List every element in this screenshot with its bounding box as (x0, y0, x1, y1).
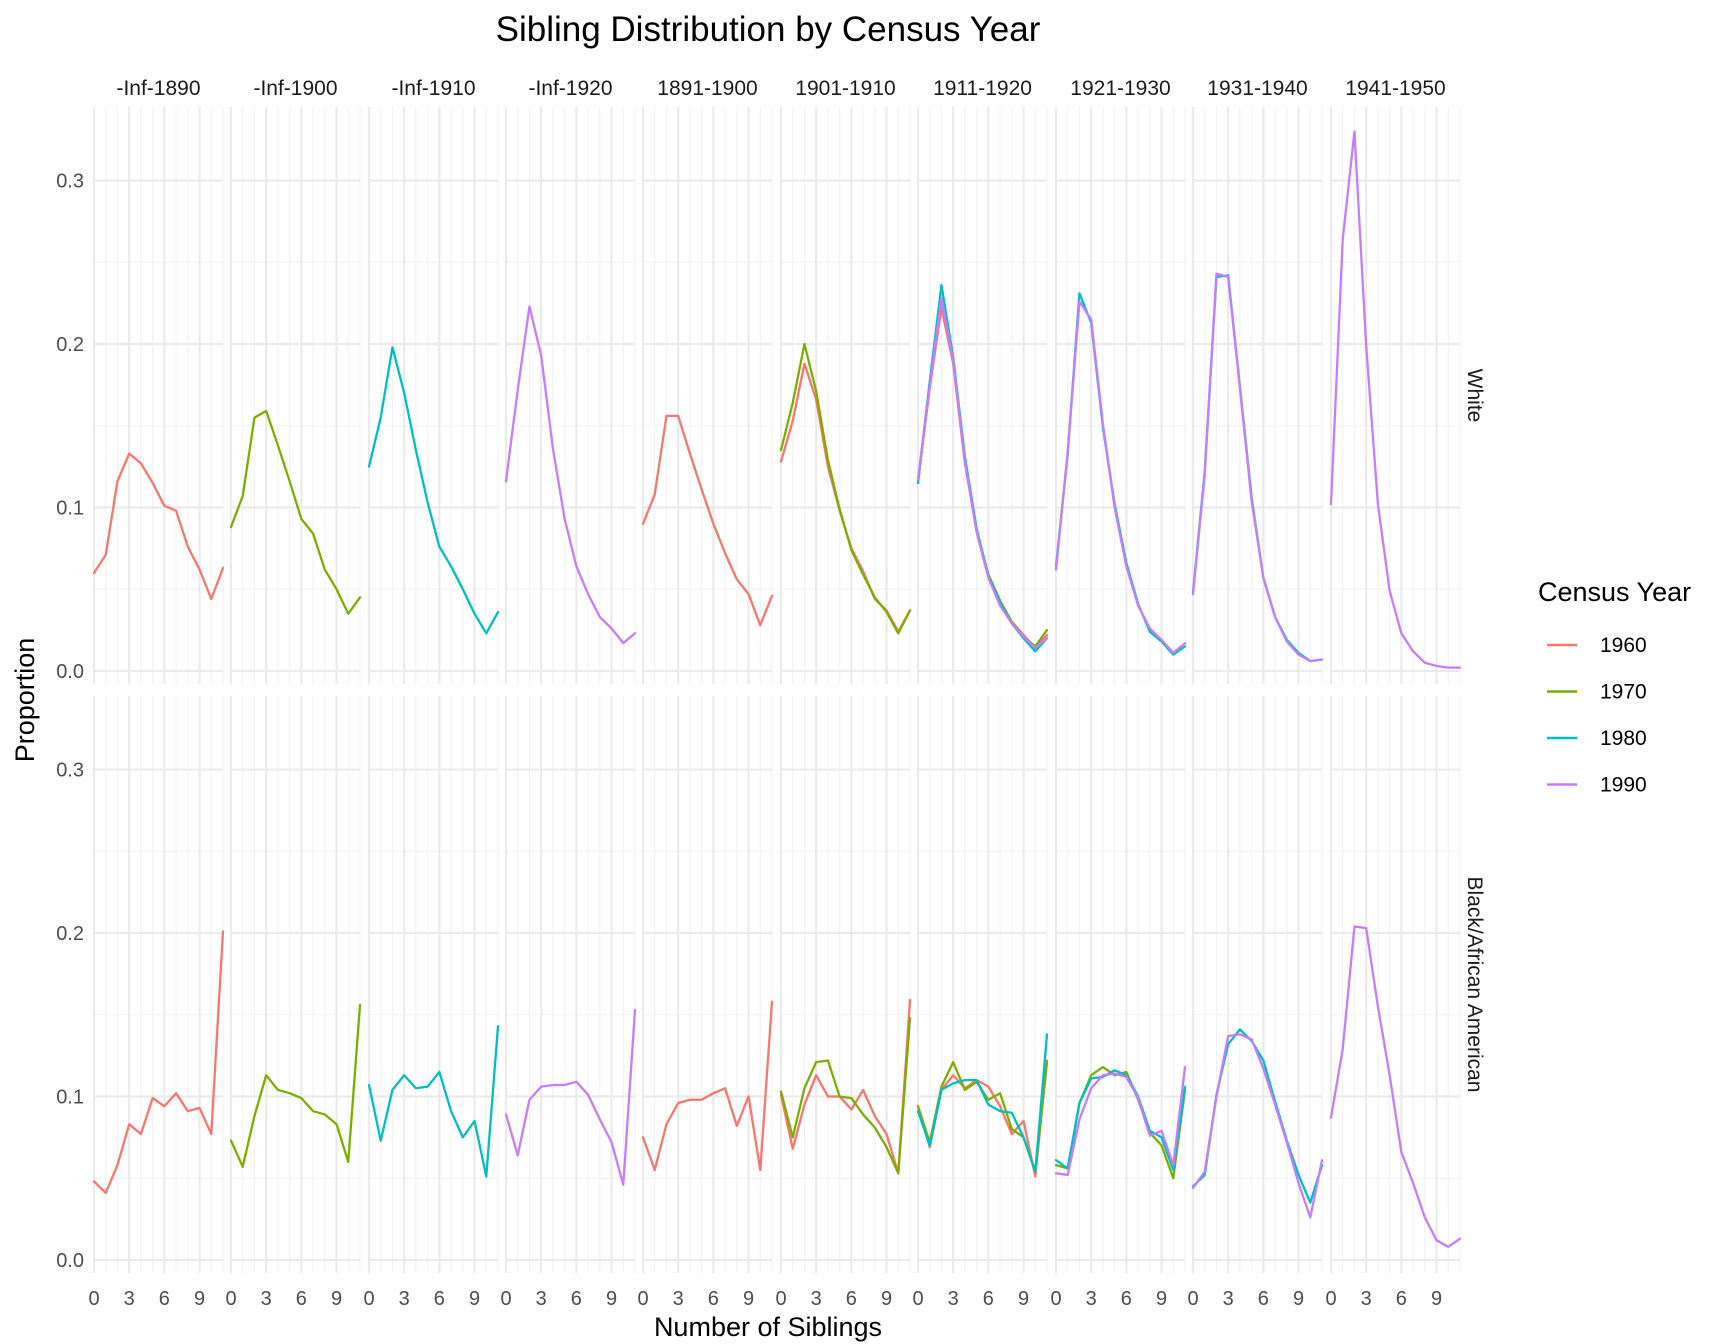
series-line-1970 (229, 1003, 362, 1168)
x-tick-label: 0 (775, 1288, 786, 1310)
series-line-1960 (779, 998, 912, 1175)
series-line-1990 (1329, 925, 1462, 1248)
legend: Census Year 1960 1970 1980 1990 (1538, 577, 1691, 797)
series-line-1990 (1329, 130, 1462, 669)
series-line-1970 (779, 1016, 912, 1175)
series-line-1990 (1191, 1033, 1324, 1219)
facet-column-label: 1921-1930 (1070, 77, 1170, 100)
x-tick-label: 9 (469, 1288, 480, 1310)
x-tick-label: 9 (331, 1288, 342, 1310)
y-tick-label: 0.0 (56, 661, 84, 683)
y-tick-label: 0.0 (56, 1250, 84, 1272)
x-tick-label: 6 (159, 1288, 170, 1310)
y-tick-label: 0.3 (56, 760, 84, 782)
x-tick-label: 3 (399, 1288, 410, 1310)
x-tick-label: 3 (124, 1288, 135, 1310)
x-tick-label: 6 (296, 1288, 307, 1310)
series-line-1990 (504, 1008, 637, 1186)
legend-label: 1990 (1600, 774, 1647, 797)
x-tick-label: 6 (983, 1288, 994, 1310)
x-tick-label: 0 (1050, 1288, 1061, 1310)
facet-column-label: 1911-1920 (933, 77, 1032, 100)
chart-title: Sibling Distribution by Census Year (496, 10, 1041, 49)
y-axis-title: Proportion (10, 638, 40, 763)
x-tick-label: 0 (500, 1288, 511, 1310)
x-tick-label: 9 (743, 1288, 754, 1310)
x-tick-label: 0 (912, 1288, 923, 1310)
facet-column-label: -Inf-1910 (391, 77, 475, 100)
facet-column-label: 1901-1910 (795, 77, 895, 100)
series-line-1990 (1054, 300, 1187, 655)
y-tick-label: 0.2 (56, 334, 84, 356)
x-tick-label: 9 (1018, 1288, 1029, 1310)
facet-row-label: White (1463, 369, 1486, 423)
x-tick-label: 6 (708, 1288, 719, 1310)
legend-label: 1960 (1600, 634, 1647, 657)
facet-column-label: -Inf-1890 (116, 77, 200, 100)
x-tick-label: 6 (846, 1288, 857, 1310)
x-tick-label: 9 (1431, 1288, 1442, 1310)
facet-column-label: 1941-1950 (1345, 77, 1445, 100)
y-tick-label: 0.3 (56, 171, 84, 193)
x-tick-label: 9 (1293, 1288, 1304, 1310)
legend-label: 1980 (1600, 727, 1647, 750)
series-line-1960 (92, 452, 225, 601)
x-axis-title: Number of Siblings (654, 1312, 882, 1342)
x-tick-label: 9 (194, 1288, 205, 1310)
x-tick-label: 0 (225, 1288, 236, 1310)
x-tick-label: 9 (1156, 1288, 1167, 1310)
x-tick-label: 0 (637, 1288, 648, 1310)
x-tick-label: 9 (881, 1288, 892, 1310)
x-tick-label: 3 (1223, 1288, 1234, 1310)
series-line-1980 (1054, 1069, 1187, 1172)
series-line-1980 (367, 1025, 500, 1178)
series-line-1960 (641, 1000, 774, 1172)
x-tick-label: 3 (673, 1288, 684, 1310)
series-line-1970 (779, 342, 912, 635)
x-tick-label: 0 (88, 1288, 99, 1310)
facet-panels: -Inf-1890 -Inf-1900 -Inf-1910 -Inf-1920 1891… (56, 77, 1486, 1310)
x-tick-label: 0 (1325, 1288, 1336, 1310)
facet-column-label: 1891-1900 (657, 77, 757, 100)
x-tick-label: 6 (434, 1288, 445, 1310)
y-tick-label: 0.2 (56, 923, 84, 945)
x-tick-label: 6 (1258, 1288, 1269, 1310)
x-tick-label: 0 (1187, 1288, 1198, 1310)
series-line-1990 (1191, 272, 1324, 663)
x-tick-label: 3 (811, 1288, 822, 1310)
series-line-1960 (641, 414, 774, 627)
series-line-1980 (916, 1033, 1049, 1173)
x-tick-label: 9 (606, 1288, 617, 1310)
x-tick-label: 6 (1121, 1288, 1132, 1310)
y-tick-label: 0.1 (56, 1086, 84, 1108)
facet-column-label: 1931-1940 (1207, 77, 1307, 100)
x-tick-label: 3 (1361, 1288, 1372, 1310)
x-tick-label: 3 (261, 1288, 272, 1310)
x-tick-label: 3 (536, 1288, 547, 1310)
series-line-1990 (504, 305, 637, 645)
series-line-1960 (92, 930, 225, 1195)
x-tick-label: 3 (948, 1288, 959, 1310)
facet-column-label: -Inf-1920 (528, 77, 612, 100)
facet-column-label: -Inf-1900 (253, 77, 337, 100)
legend-title: Census Year (1538, 577, 1691, 607)
x-tick-label: 6 (1396, 1288, 1407, 1310)
series-line-1970 (229, 409, 362, 615)
x-tick-label: 3 (1086, 1288, 1097, 1310)
series-line-1990 (1054, 1065, 1187, 1177)
legend-label: 1970 (1600, 681, 1647, 704)
facet-row-label: Black/African American (1463, 877, 1486, 1093)
y-tick-label: 0.1 (56, 497, 84, 519)
x-tick-label: 6 (571, 1288, 582, 1310)
x-tick-label: 0 (363, 1288, 374, 1310)
series-line-1980 (367, 346, 500, 635)
series-line-1990 (916, 297, 1049, 650)
